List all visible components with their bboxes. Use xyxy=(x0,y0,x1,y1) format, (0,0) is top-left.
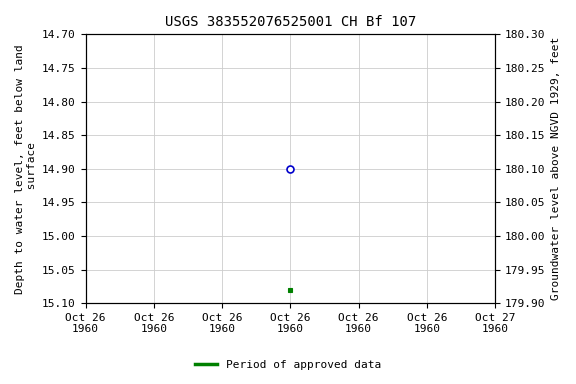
Y-axis label: Groundwater level above NGVD 1929, feet: Groundwater level above NGVD 1929, feet xyxy=(551,37,561,300)
Title: USGS 383552076525001 CH Bf 107: USGS 383552076525001 CH Bf 107 xyxy=(165,15,416,29)
Legend: Period of approved data: Period of approved data xyxy=(191,356,385,375)
Y-axis label: Depth to water level, feet below land
 surface: Depth to water level, feet below land su… xyxy=(15,44,37,294)
